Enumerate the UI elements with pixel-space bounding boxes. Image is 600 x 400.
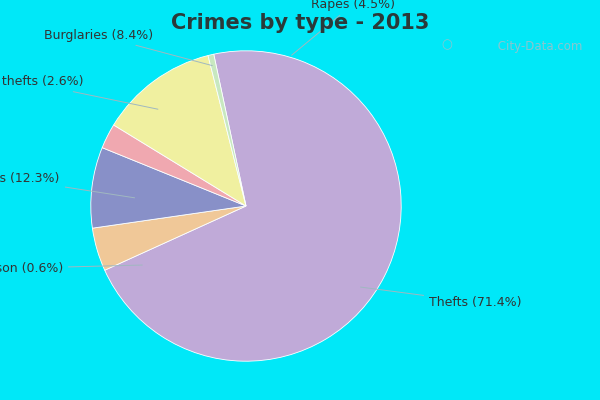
- Wedge shape: [91, 148, 246, 228]
- Text: Assaults (12.3%): Assaults (12.3%): [0, 172, 134, 198]
- Wedge shape: [92, 206, 246, 270]
- Text: Crimes by type - 2013: Crimes by type - 2013: [171, 13, 429, 33]
- Text: Auto thefts (2.6%): Auto thefts (2.6%): [0, 75, 158, 109]
- Text: Rapes (4.5%): Rapes (4.5%): [292, 0, 395, 55]
- Wedge shape: [208, 54, 246, 206]
- Text: Thefts (71.4%): Thefts (71.4%): [361, 287, 521, 309]
- Wedge shape: [113, 56, 246, 206]
- Text: Burglaries (8.4%): Burglaries (8.4%): [44, 29, 212, 66]
- Text: City-Data.com: City-Data.com: [494, 40, 582, 53]
- Wedge shape: [105, 51, 401, 361]
- Text: ○: ○: [441, 38, 452, 51]
- Wedge shape: [102, 125, 246, 206]
- Text: Arson (0.6%): Arson (0.6%): [0, 262, 142, 274]
